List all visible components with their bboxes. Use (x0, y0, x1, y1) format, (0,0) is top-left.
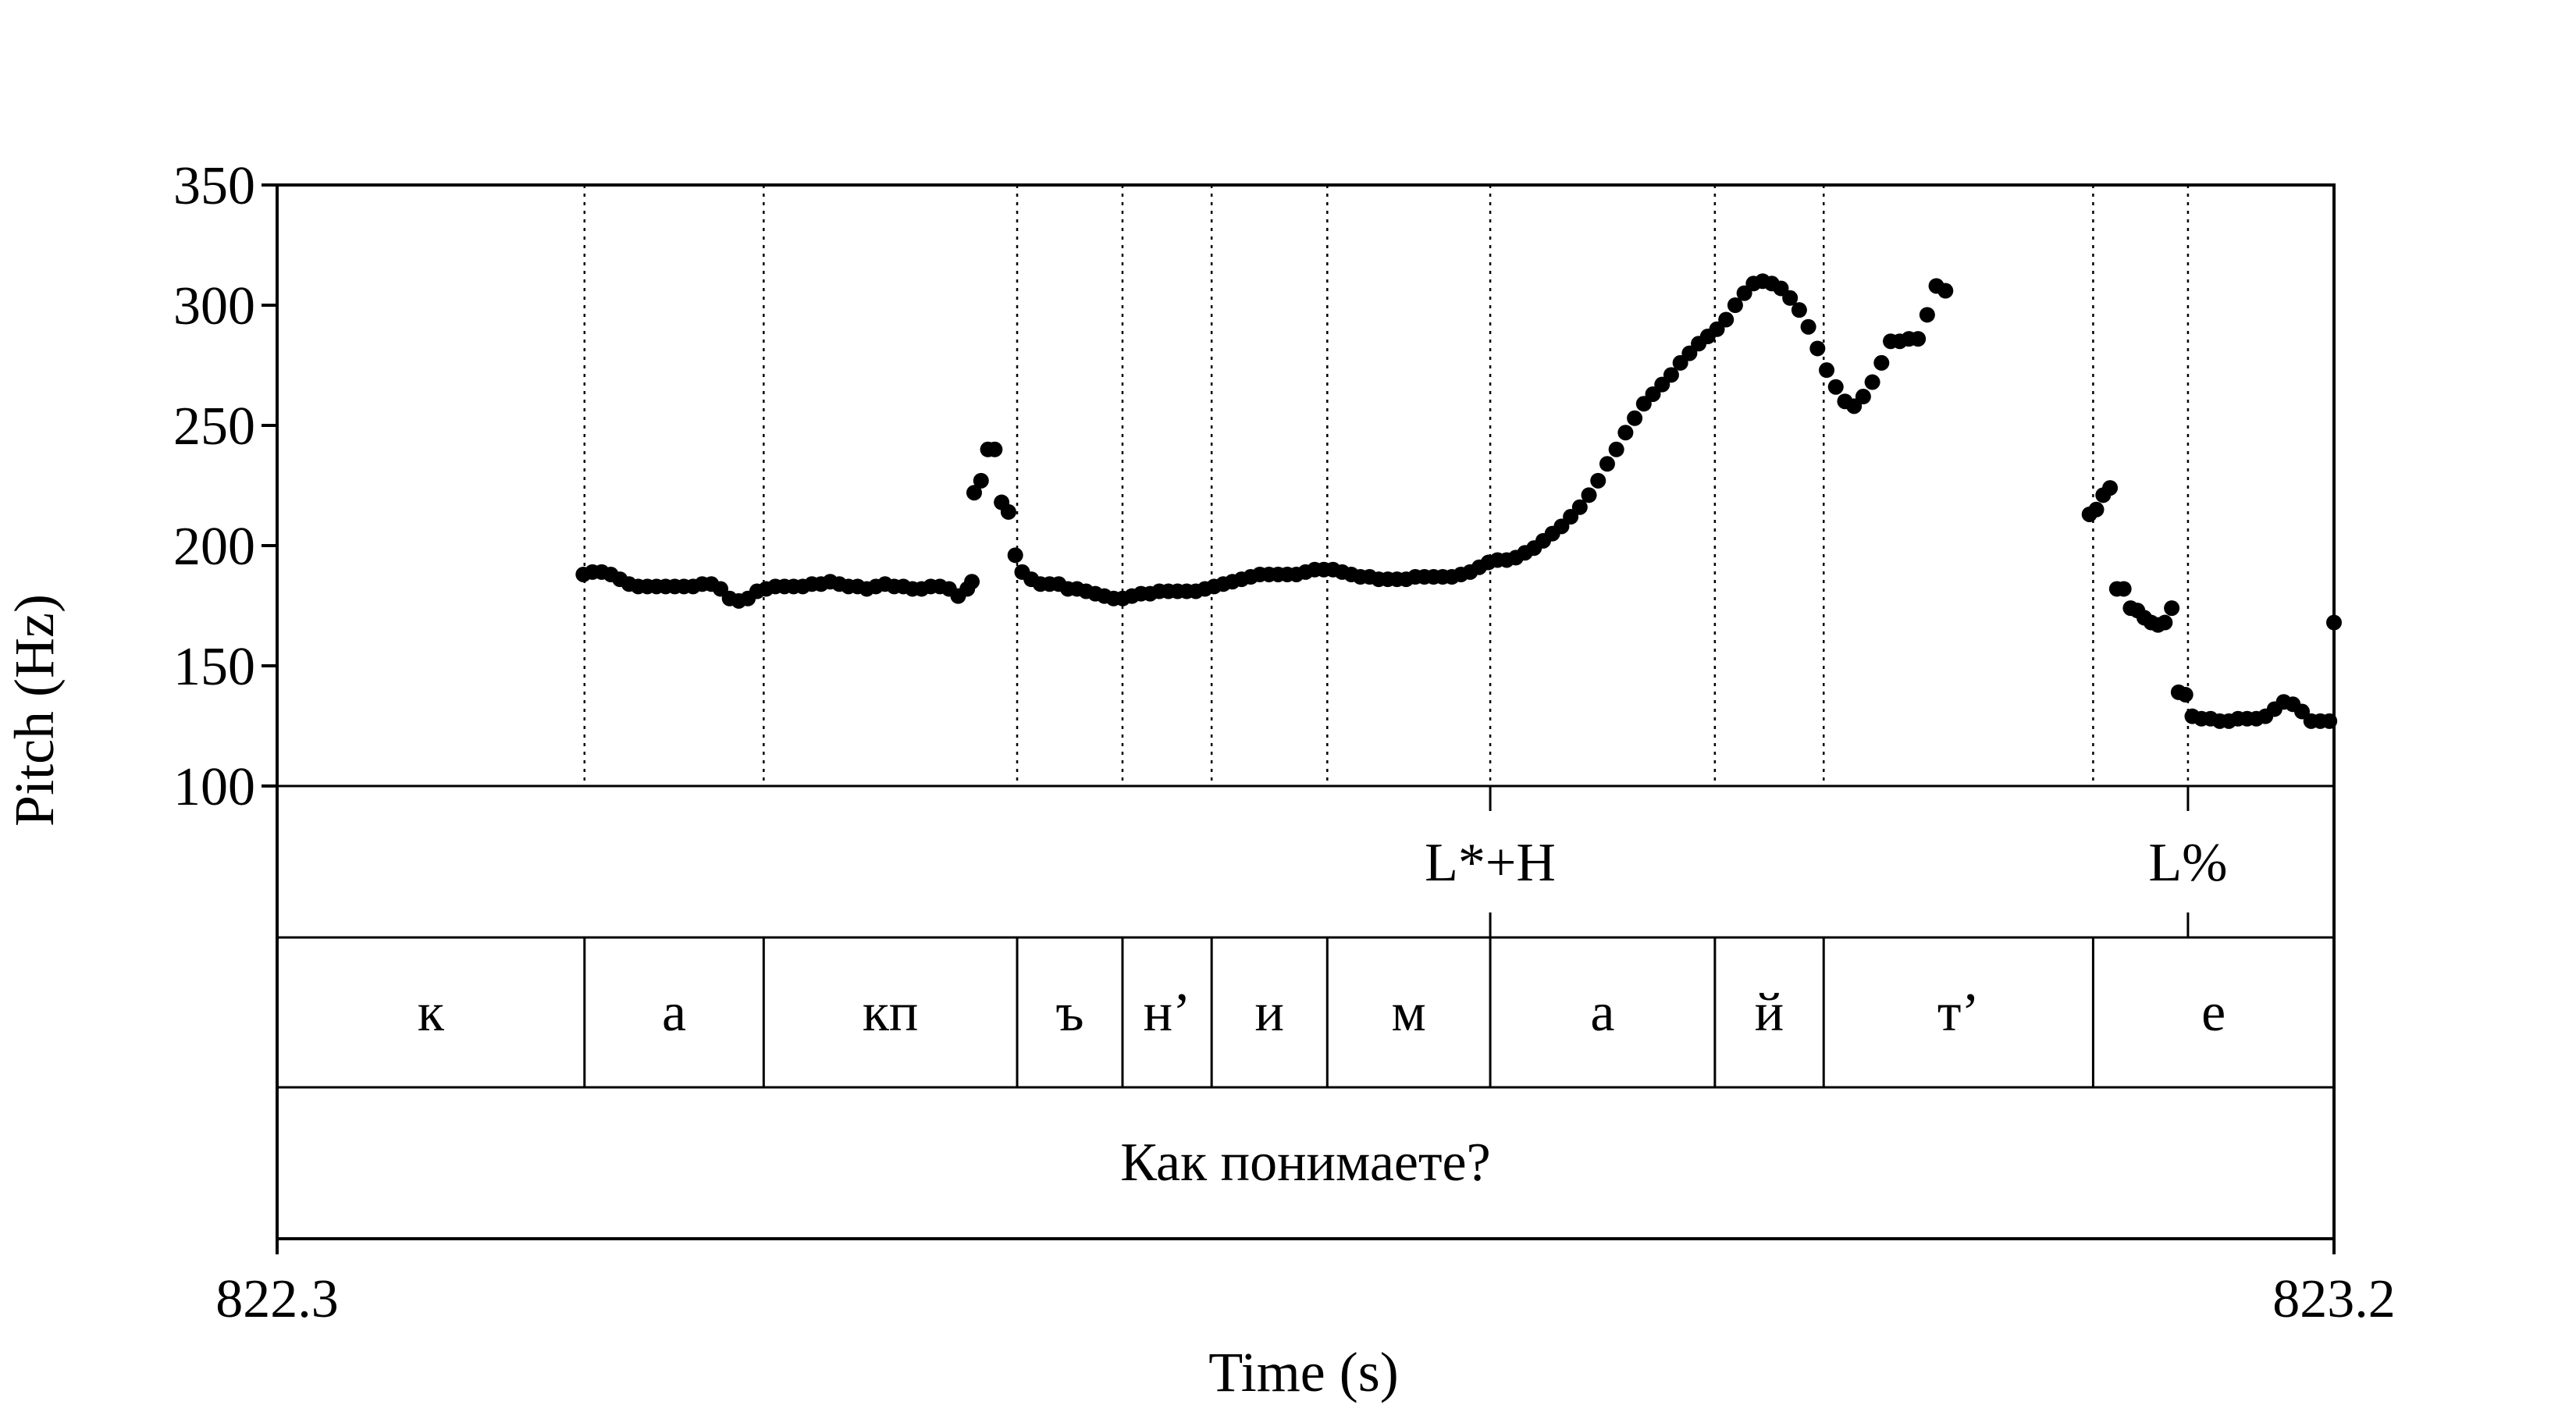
y-tick-label: 100 (173, 757, 255, 817)
pitch-point (1571, 499, 1588, 515)
pitch-point (1663, 367, 1679, 383)
pitch-point (1800, 318, 1816, 335)
annotation-tiers: L*+H L% к а кп ъ н’ и м а й т’ е Как понимаете? (418, 786, 2227, 1193)
pitch-point (2177, 686, 2194, 702)
pitch-point (1819, 362, 1835, 379)
segment-label: й (1755, 983, 1784, 1043)
x-axis-label: Time (s) (1208, 1341, 1398, 1403)
pitch-point (1608, 441, 1624, 457)
pitch-point (1627, 410, 1643, 426)
segment-label: е (2201, 983, 2226, 1043)
pitch-points (575, 273, 2342, 729)
pitch-point (1727, 297, 1743, 313)
y-tick-label: 250 (173, 397, 255, 457)
segment-label: а (1590, 983, 1614, 1043)
pitch-point (1782, 290, 1799, 306)
pitch-point (2164, 600, 2180, 617)
pitch-point (1864, 374, 1880, 390)
pitch-point (1827, 379, 1844, 395)
segment-label: к (418, 983, 445, 1043)
pitch-point (1809, 340, 1826, 357)
pitch-point (987, 441, 1003, 457)
pitch-point (2115, 581, 2132, 597)
pitch-point (1599, 456, 1615, 472)
segment-label: ъ (1055, 983, 1083, 1043)
y-tick-label: 200 (173, 517, 255, 577)
boundary-lines (583, 185, 2190, 786)
y-axis-label: Pitch (Hz) (3, 594, 66, 827)
pitch-point (1007, 547, 1023, 564)
pitch-point (973, 472, 989, 489)
segment-label: т’ (1937, 983, 1980, 1043)
segment-label: а (662, 983, 686, 1043)
pitch-point (1000, 503, 1016, 520)
pitch-point (1581, 487, 1597, 503)
x-tick-label: 822.3 (215, 1269, 339, 1329)
segment-label: и (1255, 983, 1284, 1043)
segment-label: кп (863, 983, 918, 1043)
pitch-point (966, 485, 982, 501)
sentence-label: Как понимаете? (1120, 1133, 1490, 1193)
pitch-point (964, 574, 980, 590)
x-tick-label: 823.2 (2272, 1269, 2396, 1329)
pitch-point (2088, 501, 2105, 518)
y-tick-label: 150 (173, 637, 255, 697)
plot-frame (276, 183, 2336, 1240)
pitch-point (1855, 389, 1871, 405)
pitch-point (1791, 302, 1807, 318)
segment-label: н’ (1144, 983, 1191, 1043)
tone-label: L% (2148, 833, 2227, 893)
segment-label: м (1392, 983, 1426, 1043)
frame-border (276, 183, 2336, 1240)
pitch-point (1617, 425, 1634, 441)
pitch-point (2157, 614, 2173, 631)
pitch-point (1718, 311, 1735, 328)
y-tick-label: 350 (173, 156, 255, 216)
pitch-point (1937, 283, 1954, 299)
tone-label: L*+H (1425, 833, 1556, 893)
pitch-point (1873, 354, 1890, 371)
pitch-point (1590, 472, 1606, 489)
pitch-point (2102, 480, 2119, 496)
axes: 100 150 200 250 300 350 822.3 823.2 (173, 156, 2396, 1329)
pitch-point (1910, 331, 1927, 347)
y-tick-label: 300 (173, 276, 255, 336)
pitch-point (1919, 307, 1935, 323)
